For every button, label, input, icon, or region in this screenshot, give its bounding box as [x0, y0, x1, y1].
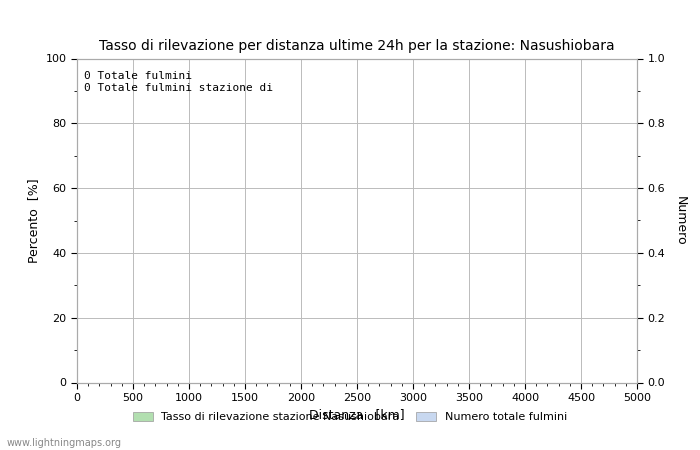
Y-axis label: Percento  [%]: Percento [%]: [27, 178, 40, 263]
Text: 0 Totale fulmini
0 Totale fulmini stazione di: 0 Totale fulmini 0 Totale fulmini stazio…: [84, 72, 273, 93]
Legend: Tasso di rilevazione stazione Nasushiobara, Numero totale fulmini: Tasso di rilevazione stazione Nasushioba…: [132, 411, 568, 422]
Y-axis label: Numero: Numero: [673, 196, 687, 245]
Text: www.lightningmaps.org: www.lightningmaps.org: [7, 438, 122, 448]
Title: Tasso di rilevazione per distanza ultime 24h per la stazione: Nasushiobara: Tasso di rilevazione per distanza ultime…: [99, 39, 615, 53]
X-axis label: Distanza   [km]: Distanza [km]: [309, 409, 405, 422]
